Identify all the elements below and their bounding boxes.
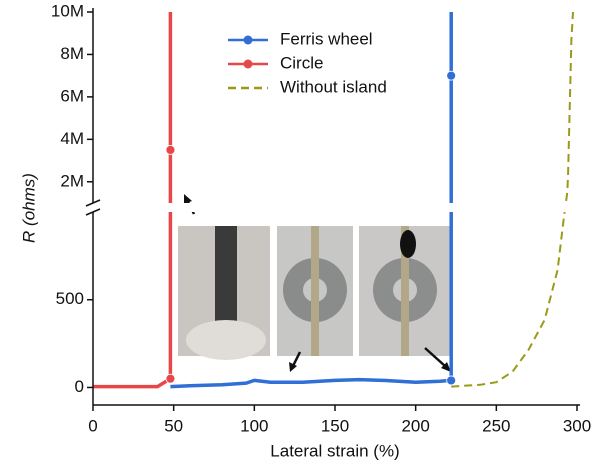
y-axis-label: R (ohms)	[19, 173, 38, 243]
photo-detail	[186, 320, 266, 360]
x-tick-label: 150	[321, 416, 349, 435]
y-tick-label: 6M	[60, 86, 84, 105]
arrow-head	[441, 362, 451, 372]
axis-break	[94, 203, 594, 212]
legend-label: Ferris wheel	[280, 29, 373, 48]
photo-detail	[401, 226, 409, 356]
arrow-head	[289, 362, 297, 372]
plot	[93, 11, 574, 389]
x-tick-label: 250	[482, 416, 510, 435]
y-tick-label: 10M	[51, 1, 84, 20]
x-tick-label: 0	[88, 416, 97, 435]
arrow-head	[184, 194, 192, 204]
marker	[165, 373, 176, 384]
arrow	[424, 347, 446, 367]
y-tick-label: 4M	[60, 129, 84, 148]
x-tick-label: 100	[240, 416, 268, 435]
legend-label: Without island	[280, 77, 387, 96]
photo-detail	[400, 230, 416, 258]
y-tick-label: 8M	[60, 44, 84, 63]
marker	[446, 375, 457, 386]
marker	[165, 145, 176, 155]
break-mark	[85, 208, 101, 216]
legend-marker	[243, 59, 253, 69]
inset-photos	[178, 226, 451, 360]
x-axis-label: Lateral strain (%)	[270, 441, 399, 460]
marker	[446, 70, 457, 81]
break-mark	[85, 199, 101, 207]
legend-label: Circle	[280, 53, 323, 72]
y-tick-label: 500	[56, 289, 84, 308]
photo-detail	[311, 226, 319, 356]
x-tick-label: 300	[563, 416, 591, 435]
y-tick-label: 0	[75, 377, 84, 396]
y-tick-label: 2M	[60, 171, 84, 190]
series-line	[451, 11, 574, 388]
x-tick-label: 50	[164, 416, 183, 435]
legend-marker	[243, 35, 253, 45]
series-line	[93, 12, 173, 389]
arrow	[291, 351, 302, 367]
x-tick-label: 200	[401, 416, 429, 435]
